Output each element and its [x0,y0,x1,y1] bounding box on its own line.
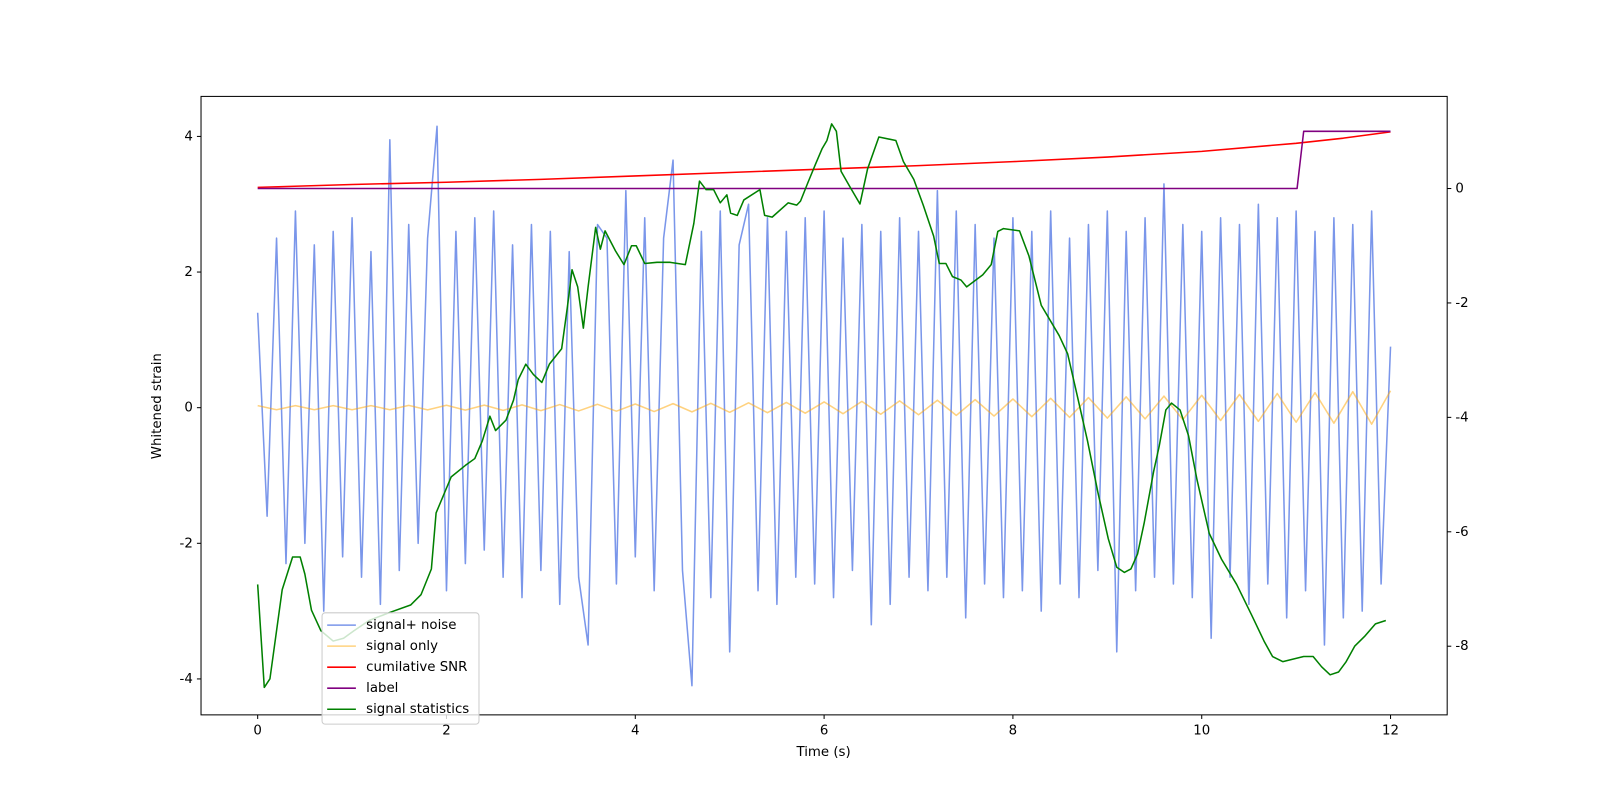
y2-tick-label: -8 [1455,639,1468,654]
legend-label: signal+ noise [366,618,456,633]
y2-tick-label: -4 [1455,410,1468,425]
series-line [257,131,1391,189]
legend-label: signal only [366,639,438,654]
legend-label: cumilative SNR [366,660,467,675]
series-line [257,130,1391,190]
y-axis-label: Whitened strain [150,353,165,459]
legend-box [321,612,480,725]
y-tick-label: 0 [184,401,192,416]
x-tick-label: 0 [253,723,261,738]
legend-label: label [366,681,398,696]
x-tick-label: 4 [631,723,639,738]
x-tick-label: 8 [1009,723,1017,738]
y-tick-label: -2 [180,536,193,551]
x-axis-label: Time (s) [795,745,850,760]
x-tick-label: 6 [820,723,828,738]
series-line [256,123,1387,689]
x-tick-label: 2 [442,723,450,738]
y-tick-label: 4 [184,129,192,144]
x-tick-label: 12 [1382,723,1399,738]
y2-tick-label: 0 [1455,182,1463,197]
y-tick-label: 2 [184,265,192,280]
y2-tick-label: -2 [1455,296,1468,311]
y-tick-label: -4 [180,672,193,687]
series-line [256,125,1392,687]
series-line [257,390,1392,425]
x-tick-label: 10 [1193,723,1210,738]
legend-label: signal statistics [366,702,469,717]
y2-tick-label: -6 [1455,525,1468,540]
plot-frame [200,95,1448,716]
